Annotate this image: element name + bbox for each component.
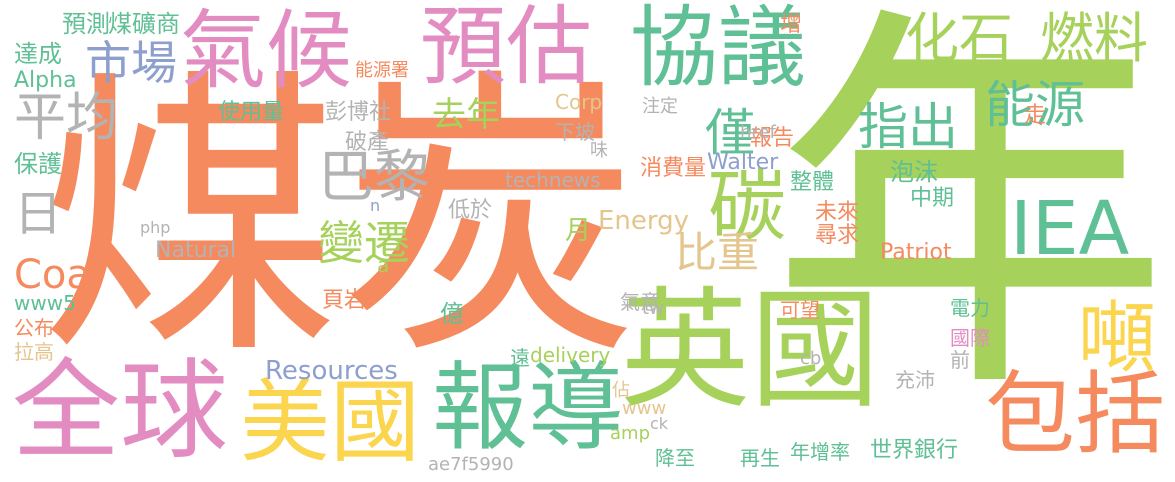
word-coal-zh: 煤炭 (40, 45, 640, 394)
word-overall: 整體 (790, 170, 835, 195)
word-report: 報導 (432, 352, 624, 464)
word-walter: Walter (707, 150, 779, 175)
word-php: php (140, 218, 171, 237)
word-increase: 增 (780, 12, 803, 37)
word-consumption: 消費量 (640, 156, 707, 181)
word-bloomberg: 彭博社 (325, 100, 392, 125)
word-technews: technews (505, 168, 601, 192)
word-seek: 尋求 (815, 223, 860, 248)
word-uk: 英國 (620, 274, 881, 426)
word-world-bank: 世界銀行 (870, 438, 959, 463)
word-patriot: Patriot (880, 240, 952, 265)
word-shale: 頁岩 (322, 288, 367, 313)
word-energy-en: Energy (598, 206, 690, 236)
word-www5: www5 (14, 291, 76, 315)
word-ae7f5990: ae7f5990 (428, 454, 514, 475)
word-global: 全球 (12, 349, 229, 474)
word-far: 遠 (510, 346, 530, 370)
word-energy-agency: 能源署 (355, 60, 409, 81)
word-a: a (377, 253, 390, 277)
word-taste: 味 (590, 140, 608, 161)
word-point-out: 指出 (858, 98, 958, 156)
word-climate: 氣候 (180, 1, 352, 101)
word-href: href (740, 122, 776, 143)
word-promising: 可望 (780, 298, 820, 322)
word-ck: ck (650, 414, 669, 433)
word-fossil: 化石 (905, 7, 1013, 70)
word-downhill: 下坡 (555, 120, 595, 144)
word-announce: 公布 (14, 316, 54, 340)
word-amp: amp (610, 423, 650, 444)
word-carbon: 碳 (708, 162, 787, 252)
word-agreement: 協議 (630, 0, 807, 99)
word-alpha: Alpha (14, 68, 77, 93)
word-occupy: 佔 (612, 380, 630, 401)
word-year: 年 (770, 0, 1170, 442)
word-drop-to: 降至 (655, 446, 695, 470)
word-delivery: delivery (530, 343, 611, 367)
word-month: 月 (565, 216, 592, 246)
word-day: 日 (14, 186, 63, 242)
word-protect: 保護 (14, 150, 62, 178)
word-coal-en: Coal (14, 252, 103, 298)
word-future: 未來 (815, 200, 860, 225)
word-qi-yi: 氣意 (620, 290, 660, 314)
word-reach: 達成 (14, 40, 62, 68)
word-walk: 走 (1024, 103, 1047, 128)
word-tw: tw (642, 298, 664, 319)
word-market: 市場 (85, 36, 177, 90)
word-natural: Natural (155, 238, 237, 263)
word-ton: 噸 (1078, 294, 1157, 384)
word-coal-miner: 煤礦商 (108, 10, 180, 38)
word-bankruptcy: 破產 (345, 130, 390, 155)
word-mid-term: 中期 (910, 186, 955, 211)
word-lower-than: 低於 (448, 198, 493, 223)
word-forecast: 預測 (62, 10, 110, 38)
word-n: n (370, 196, 381, 215)
word-bubble: 泡沫 (890, 158, 938, 186)
word-estimate: 預估 (420, 0, 592, 97)
word-include: 包括 (985, 362, 1165, 467)
word-renewable: 再生 (740, 446, 780, 470)
word-cb: cb (800, 348, 822, 369)
word-average: 平均 (14, 88, 119, 148)
word-international: 國際 (950, 326, 990, 350)
word-proportion: 比重 (675, 228, 760, 277)
word-www: www (622, 398, 667, 419)
word-iea: IEA (1010, 186, 1130, 272)
word-hundred-million: 億 (440, 300, 464, 328)
word-usa: 美國 (240, 370, 420, 475)
word-energy-zh: 能源 (985, 76, 1085, 134)
word-paris: 巴黎 (318, 145, 430, 210)
word-last-year: 去年 (432, 95, 500, 135)
word-report-doc: 報告 (750, 126, 795, 151)
word-only: 僅 (705, 104, 755, 162)
word-corp: Corp (555, 90, 603, 114)
word-abundant: 充沛 (895, 368, 935, 392)
word-raise: 拉高 (14, 340, 54, 364)
word-electricity: 電力 (950, 296, 990, 320)
word-fuel: 燃料 (1040, 7, 1148, 70)
word-usage: 使用量 (218, 100, 285, 125)
word-resources: Resources (265, 356, 398, 386)
word-before: 前 (950, 348, 970, 372)
word-growth-rate: 年增率 (790, 440, 850, 464)
word-destined: 注定 (642, 96, 678, 117)
word-change: 變遷 (318, 216, 410, 270)
